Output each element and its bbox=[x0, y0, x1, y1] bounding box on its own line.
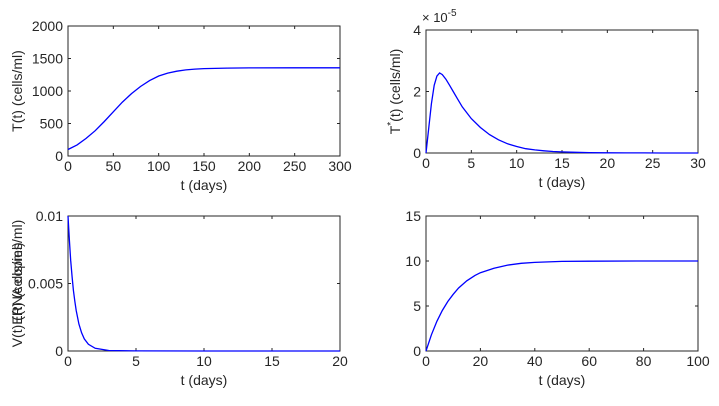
y-tick-label: 10 bbox=[405, 253, 421, 269]
x-tick-label: 60 bbox=[581, 353, 597, 369]
series-line-T bbox=[67, 67, 340, 151]
x-tick-label: 40 bbox=[527, 353, 543, 369]
y-axis-label: T(t) (cells/ml) bbox=[9, 50, 25, 132]
x-tick-label: 0 bbox=[422, 155, 430, 171]
y-tick-label: 0 bbox=[413, 145, 421, 161]
chart-T: 0 50 100 150 200 250 300 0 500 1000 1500 2000 t (day… bbox=[9, 18, 352, 193]
x-tick-label: 150 bbox=[192, 158, 216, 174]
y-tick-label: 2 bbox=[413, 84, 421, 100]
x-tick-label: 25 bbox=[645, 155, 661, 171]
x-tick-label: 300 bbox=[328, 158, 352, 174]
y-tick-label: 1500 bbox=[32, 51, 63, 67]
x-tick-label: 200 bbox=[238, 158, 262, 174]
x-tick-label: 5 bbox=[132, 353, 140, 369]
series-line-E bbox=[425, 260, 698, 352]
series-line-Tstar bbox=[425, 72, 698, 154]
x-axis-label: t (days) bbox=[539, 174, 586, 190]
y-tick-label: 15 bbox=[405, 208, 421, 224]
y-tick-label: 5 bbox=[413, 298, 421, 314]
x-tick-label: 80 bbox=[636, 353, 652, 369]
y-exponent: × 10-5 bbox=[422, 8, 457, 25]
y-exponent-base: × 10 bbox=[422, 10, 448, 25]
x-axis-label: t (days) bbox=[539, 372, 586, 388]
x-tick-label: 50 bbox=[106, 158, 122, 174]
y-tick-label: 0 bbox=[55, 148, 63, 164]
y-tick-label: 0.01 bbox=[36, 208, 63, 224]
x-tick-label: 100 bbox=[147, 158, 171, 174]
y-axis-label: E(t) (cells/ml) bbox=[9, 242, 25, 324]
axes-box bbox=[67, 215, 341, 352]
axes-box bbox=[425, 215, 699, 352]
y-axis-label: V(t) (RNA copies/ml) bbox=[9, 220, 25, 348]
x-tick-label: 20 bbox=[600, 155, 616, 171]
y-label-rest: (t) (cells/ml) bbox=[387, 49, 403, 122]
chart-V: 0 5 10 15 20 0 0.005 0.01 t (days) V(t) (RNA copi… bbox=[9, 208, 348, 388]
y-label-superscript: * bbox=[386, 122, 397, 126]
chart-Tstar: 0 5 10 15 20 25 30 0 2 4 t (days) T*(t) (cells/ml) ×… bbox=[386, 8, 706, 190]
y-axis-label: T*(t) (cells/ml) bbox=[386, 49, 403, 135]
y-tick-label: 0.005 bbox=[28, 276, 63, 292]
x-tick-label: 10 bbox=[509, 155, 525, 171]
axes-box bbox=[67, 25, 341, 157]
x-axis-label: t (days) bbox=[181, 177, 228, 193]
x-tick-label: 15 bbox=[264, 353, 280, 369]
y-tick-label: 2000 bbox=[32, 18, 63, 34]
x-tick-label: 15 bbox=[554, 155, 570, 171]
series-line-V bbox=[67, 215, 340, 352]
y-label-main: T bbox=[387, 125, 403, 134]
x-tick-label: 100 bbox=[686, 353, 710, 369]
x-tick-label: 10 bbox=[196, 353, 212, 369]
x-tick-label: 20 bbox=[473, 353, 489, 369]
y-exponent-power: -5 bbox=[448, 8, 457, 19]
x-axis-label: t (days) bbox=[181, 372, 228, 388]
x-tick-label: 0 bbox=[64, 353, 72, 369]
x-tick-label: 0 bbox=[64, 158, 72, 174]
y-tick-label: 500 bbox=[40, 116, 64, 132]
y-tick-label: 0 bbox=[55, 343, 63, 359]
x-tick-label: 20 bbox=[332, 353, 348, 369]
x-tick-label: 30 bbox=[690, 155, 706, 171]
x-tick-label: 250 bbox=[283, 158, 307, 174]
y-tick-label: 1000 bbox=[32, 83, 63, 99]
x-tick-label: 0 bbox=[422, 353, 430, 369]
x-tick-label: 5 bbox=[467, 155, 475, 171]
y-tick-label: 4 bbox=[413, 22, 421, 38]
y-tick-label: 0 bbox=[413, 343, 421, 359]
axes-box bbox=[425, 29, 699, 154]
